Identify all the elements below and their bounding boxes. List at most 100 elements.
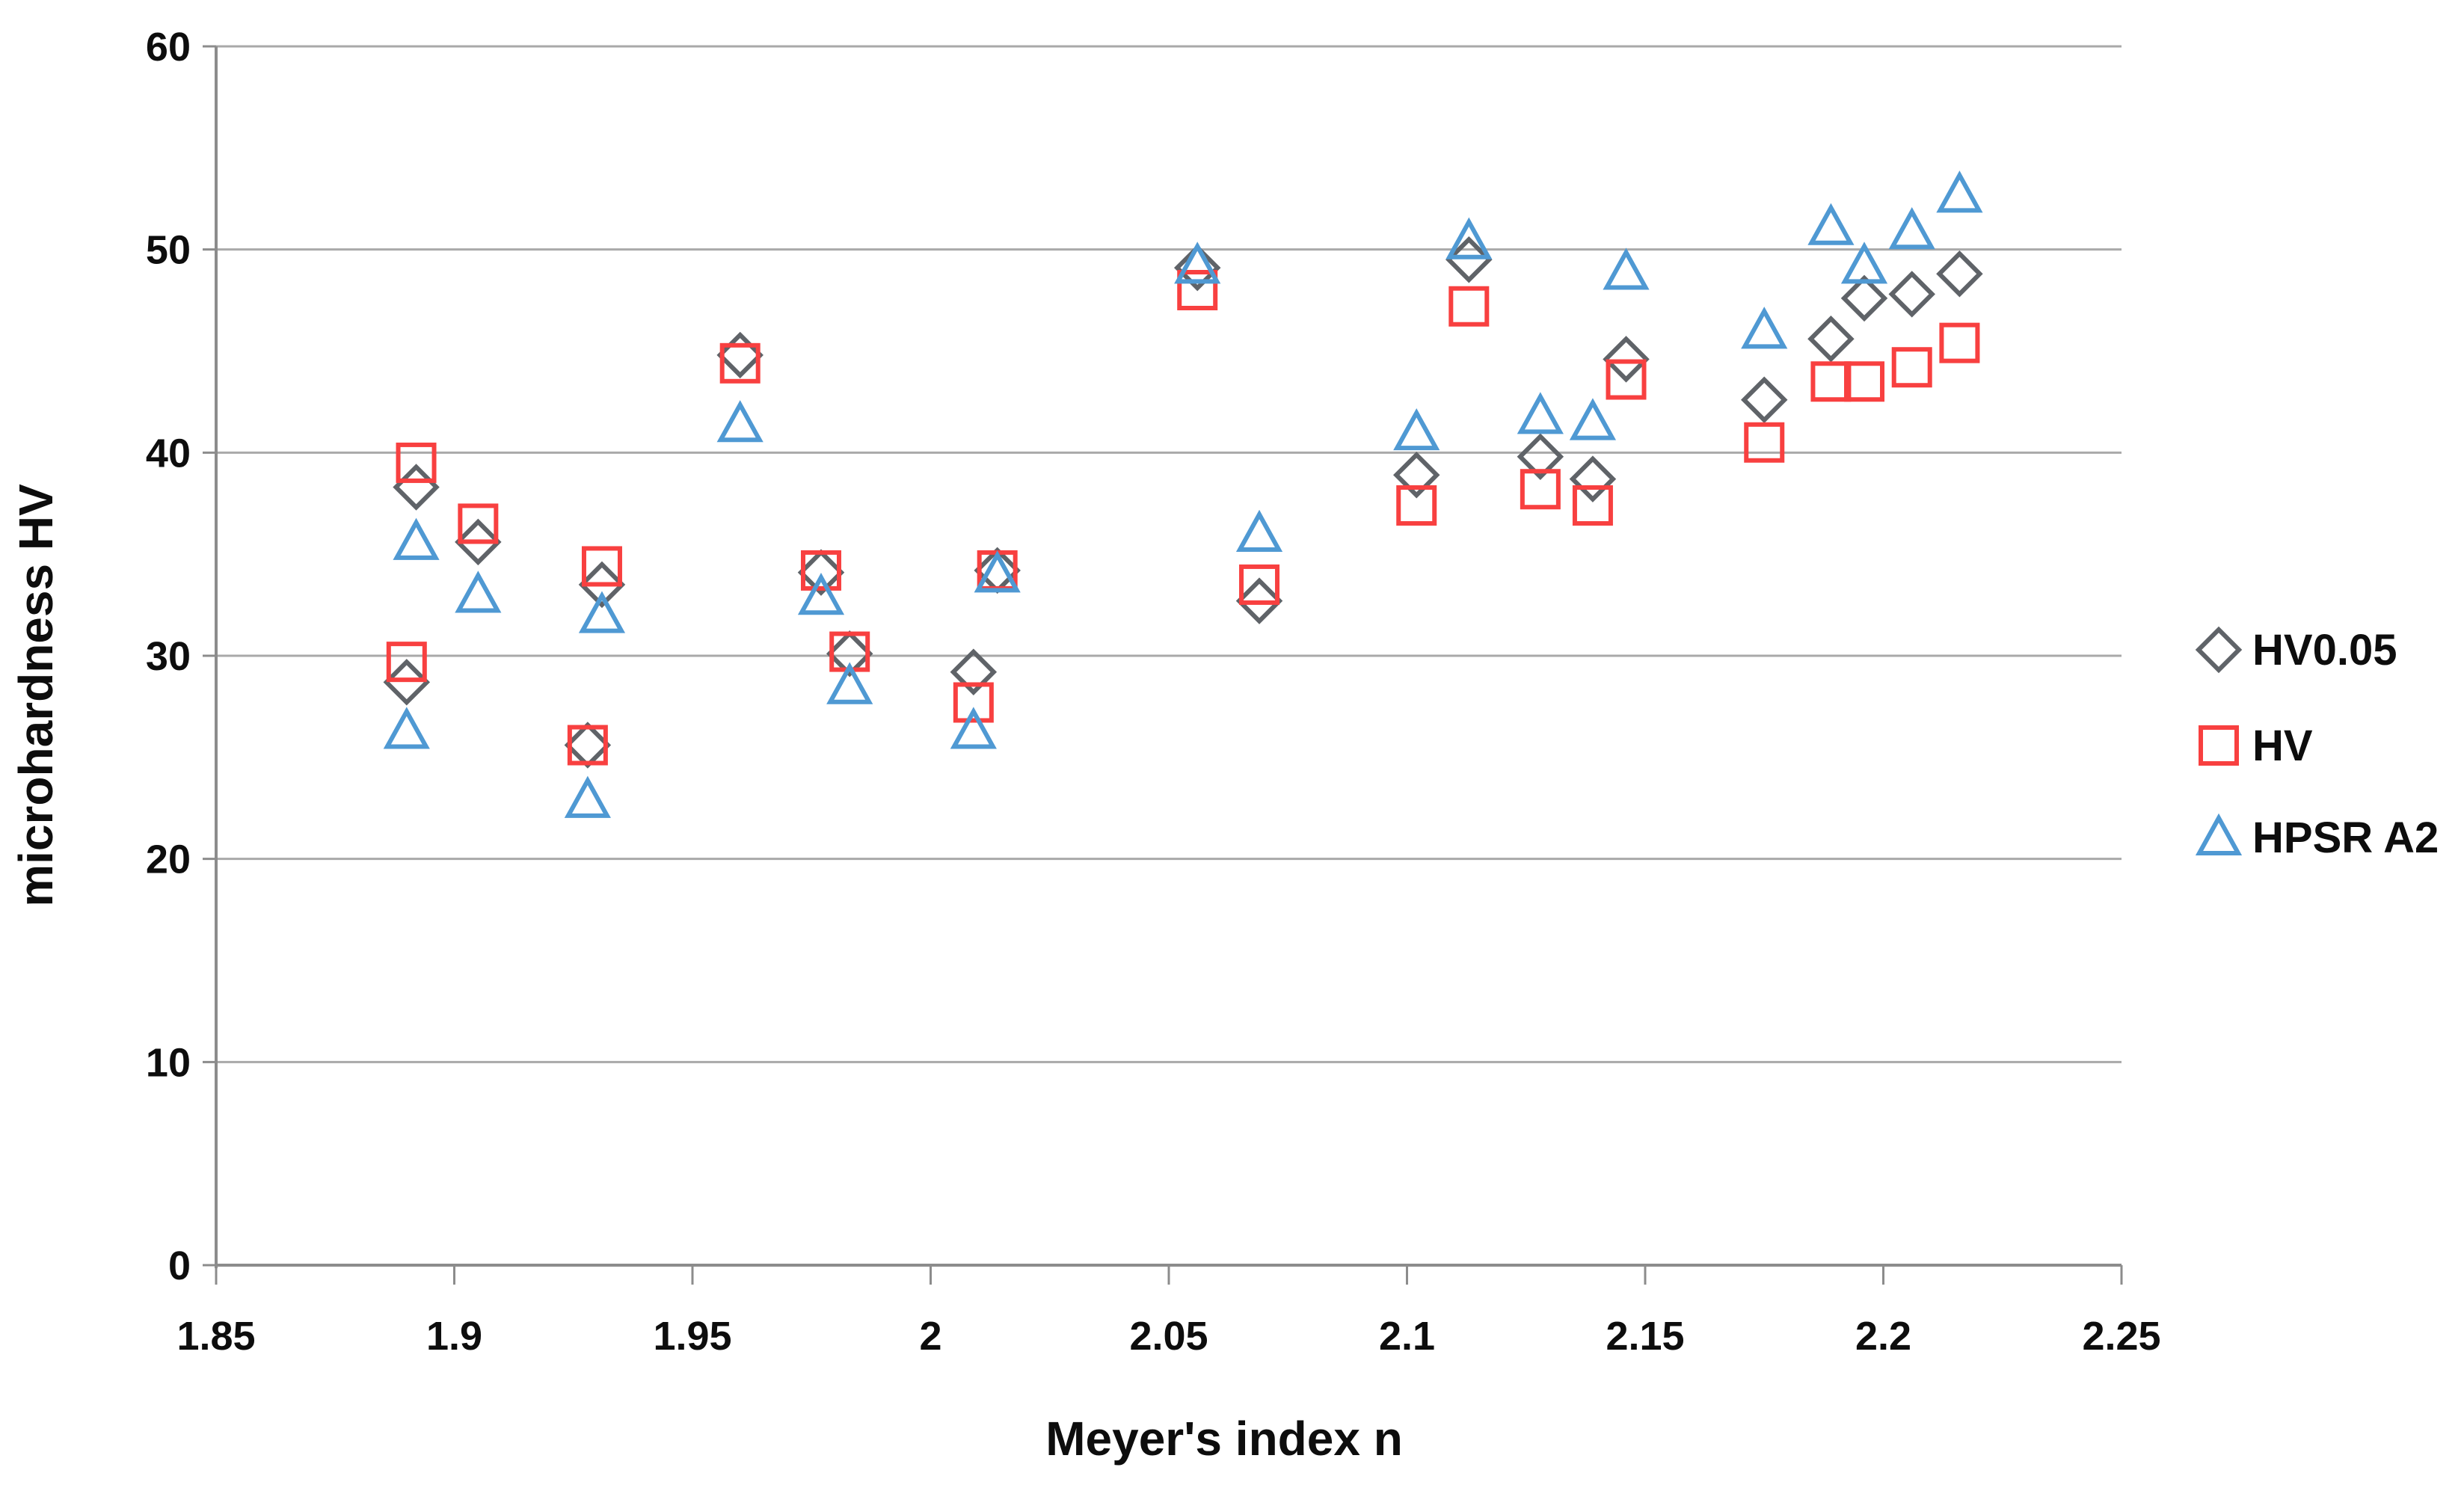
y-axis-title: microhardness HV bbox=[9, 484, 63, 907]
x-tick-label-2.15: 2.15 bbox=[1606, 1314, 1684, 1359]
x-tick-label-2: 2 bbox=[919, 1314, 941, 1359]
hpsr-a2-point bbox=[1936, 170, 1983, 213]
hv0.05-point bbox=[1807, 315, 1855, 363]
hv0.05-point bbox=[826, 630, 873, 677]
hpsr-a2-point bbox=[1569, 398, 1617, 440]
hv0.05-point bbox=[1741, 376, 1788, 423]
x-tick-label-2.05: 2.05 bbox=[1129, 1314, 1208, 1359]
hv0.05-point bbox=[1517, 433, 1564, 481]
hv0.05-point bbox=[1840, 274, 1888, 322]
hpsr-a2-point bbox=[564, 775, 611, 818]
hv-point bbox=[386, 642, 427, 683]
hv-point bbox=[1810, 361, 1852, 402]
triangle-legend-icon bbox=[2195, 813, 2243, 855]
legend-label-hpsr-a2: HPSR A2 bbox=[2252, 814, 2439, 862]
series-hv bbox=[386, 270, 1980, 766]
y-tick-label-40: 40 bbox=[146, 431, 191, 476]
hv-point bbox=[1177, 270, 1218, 310]
hpsr-a2-point bbox=[455, 571, 502, 613]
y-tick-label-0: 0 bbox=[168, 1243, 191, 1288]
hv-point bbox=[581, 546, 622, 587]
hv0.05-point bbox=[797, 549, 845, 596]
diamond-legend-icon bbox=[2195, 626, 2243, 674]
hv0.05-point bbox=[1235, 577, 1283, 624]
series-hv0.05 bbox=[383, 236, 1983, 769]
legend: HV0.05 HV HPSR A2 bbox=[2195, 626, 2439, 862]
hv-point bbox=[458, 503, 499, 544]
hv-point bbox=[1744, 422, 1785, 463]
hv-point bbox=[719, 342, 761, 384]
x-tick-label-2.2: 2.2 bbox=[1855, 1314, 1911, 1359]
x-axis-tick-labels: 1.85 1.9 1.95 2 2.05 2.1 2.15 2.2 2.25 bbox=[176, 1314, 2160, 1359]
hv0.05-point bbox=[383, 659, 431, 706]
y-tick-label-60: 60 bbox=[146, 25, 191, 70]
hv0.05-point bbox=[1445, 236, 1493, 283]
hpsr-a2-point bbox=[1840, 242, 1888, 284]
x-axis-title: Meyer's index n bbox=[1045, 1412, 1403, 1466]
hpsr-a2-point bbox=[1174, 242, 1221, 284]
hv0.05-point bbox=[455, 518, 502, 566]
hpsr-a2-point bbox=[1888, 207, 1935, 250]
hpsr-a2-point bbox=[578, 591, 626, 633]
legend-label-hv: HV bbox=[2252, 722, 2313, 770]
hpsr-a2-point bbox=[383, 707, 430, 749]
x-tick-label-1.95: 1.95 bbox=[653, 1314, 731, 1359]
hpsr-a2-point bbox=[974, 550, 1021, 593]
legend-item-hv0.05: HV0.05 bbox=[2195, 626, 2397, 674]
hv0.05-point bbox=[1569, 455, 1617, 502]
legend-item-hpsr-a2: HPSR A2 bbox=[2195, 813, 2439, 862]
hpsr-a2-point bbox=[1445, 217, 1493, 259]
legend-label-hv0.05: HV0.05 bbox=[2252, 626, 2397, 674]
plot-area-markers bbox=[383, 170, 1983, 818]
hpsr-a2-point bbox=[950, 707, 997, 749]
hv0.05-point bbox=[1392, 451, 1440, 499]
hv-point bbox=[1520, 469, 1561, 510]
hpsr-a2-point bbox=[1603, 248, 1650, 290]
hpsr-a2-point bbox=[1807, 203, 1855, 245]
hv-point bbox=[396, 442, 437, 483]
hpsr-a2-point bbox=[797, 573, 845, 615]
y-tick-label-50: 50 bbox=[146, 228, 191, 273]
hv-point bbox=[1891, 347, 1932, 388]
x-tick-label-1.85: 1.85 bbox=[176, 1314, 255, 1359]
hv-point bbox=[567, 725, 608, 766]
y-tick-label-30: 30 bbox=[146, 634, 191, 679]
hpsr-a2-point bbox=[1517, 392, 1564, 434]
hpsr-a2-point bbox=[716, 400, 764, 443]
hpsr-a2-point bbox=[1393, 408, 1440, 451]
hpsr-a2-point bbox=[826, 662, 873, 704]
y-tick-label-20: 20 bbox=[146, 837, 191, 882]
hv-point bbox=[1396, 485, 1437, 526]
hv-point bbox=[1939, 322, 1980, 363]
square-legend-icon bbox=[2199, 725, 2239, 766]
hv-point bbox=[1448, 286, 1490, 327]
hv0.05-point bbox=[716, 331, 764, 379]
hv-point bbox=[1239, 564, 1280, 605]
hpsr-a2-point bbox=[1741, 307, 1788, 349]
hv-point bbox=[800, 550, 841, 591]
x-tick-label-2.1: 2.1 bbox=[1379, 1314, 1435, 1359]
x-tick-label-1.9: 1.9 bbox=[426, 1314, 482, 1359]
series-hpsr-a2 bbox=[383, 170, 1983, 818]
hv0.05-point bbox=[1603, 336, 1650, 383]
hpsr-a2-point bbox=[393, 517, 440, 560]
hv0.05-point bbox=[564, 722, 612, 769]
hv-point bbox=[1844, 361, 1885, 402]
hv-point bbox=[1572, 485, 1613, 526]
x-tick-label-2.25: 2.25 bbox=[2082, 1314, 2160, 1359]
hv0.05-point bbox=[950, 648, 998, 695]
y-tick-label-10: 10 bbox=[146, 1040, 191, 1085]
legend-item-hv: HV bbox=[2199, 722, 2313, 770]
hv0.05-point bbox=[1888, 271, 1935, 318]
hv0.05-point bbox=[393, 464, 440, 511]
hv-point bbox=[953, 682, 994, 723]
hv0.05-point bbox=[578, 561, 626, 609]
y-axis-tick-labels: 0 10 20 30 40 50 60 bbox=[146, 25, 191, 1288]
hv-point bbox=[1606, 359, 1647, 400]
hpsr-a2-point bbox=[1235, 509, 1283, 552]
hv0.05-point bbox=[1173, 244, 1221, 292]
axis-lines bbox=[215, 46, 2123, 1285]
gridlines bbox=[203, 45, 2122, 1267]
